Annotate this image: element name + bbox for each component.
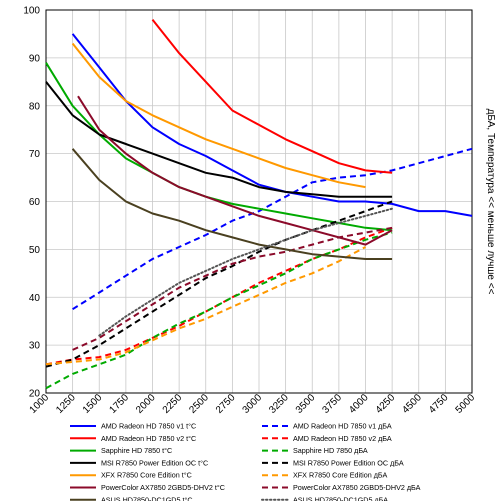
y-tick-label: 30 xyxy=(29,341,41,352)
y-tick-label: 70 xyxy=(29,149,41,160)
series-line-12 xyxy=(72,226,393,351)
series-line-6 xyxy=(45,231,393,390)
legend-label-8: MSI R7850 Power Edition OC дБА xyxy=(293,458,404,467)
legend-label-12: PowerColor AX7850 2GBD5-DHV2 дБА xyxy=(293,483,421,492)
series-line-10 xyxy=(45,246,366,366)
y-tick-label: 100 xyxy=(23,6,40,17)
y-tick-label: 80 xyxy=(29,101,41,112)
y-tick-label: 40 xyxy=(29,293,41,304)
legend: AMD Radeon HD 7850 v1 t°C AMD Radeon HD 7… xyxy=(70,422,421,501)
series-line-1 xyxy=(71,33,473,217)
series-layer xyxy=(45,18,473,390)
legend-label-13: ASUS HD7850-DC1GD5 t°C xyxy=(101,495,193,501)
legend-label-10: XFX R7850 Core Edition дБА xyxy=(293,471,387,480)
series-line-14 xyxy=(98,207,394,337)
series-line-9 xyxy=(71,42,366,189)
legend-label-9: XFX R7850 Core Edition t°C xyxy=(101,471,192,480)
plot-frame xyxy=(45,9,473,394)
legend-label-11: PowerColor AX7850 2GBD5-DHV2 t°C xyxy=(101,483,225,492)
y-tick-label: 90 xyxy=(29,53,41,64)
legend-label-5: Sapphire HD 7850 t°C xyxy=(101,446,172,455)
legend-label-14: ASUS HD7850-DC1GD5 дБА xyxy=(293,495,388,501)
series-line-13 xyxy=(71,148,393,260)
series-line-7 xyxy=(45,81,393,198)
legend-label-2: AMD Radeon HD 7850 v1 дБА xyxy=(293,422,392,431)
legend-label-6: Sapphire HD 7850 дБА xyxy=(293,446,368,455)
series-line-8 xyxy=(45,200,393,368)
legend-label-4: AMD Radeon HD 7850 v2 дБА xyxy=(293,434,392,443)
legend-label-3: AMD Radeon HD 7850 v2 t°C xyxy=(101,434,196,443)
legend-label-7: MSI R7850 Power Edition OC t°C xyxy=(101,458,208,467)
y-axis-label: дБА, Температура << меньше лучше << xyxy=(485,109,496,295)
legend-label-1: AMD Radeon HD 7850 v1 t°C xyxy=(101,422,196,431)
y-tick-label: 20 xyxy=(29,389,41,400)
y-tick-label: 50 xyxy=(29,245,41,256)
y-tick-label: 60 xyxy=(29,197,41,208)
series-line-3 xyxy=(151,18,393,174)
